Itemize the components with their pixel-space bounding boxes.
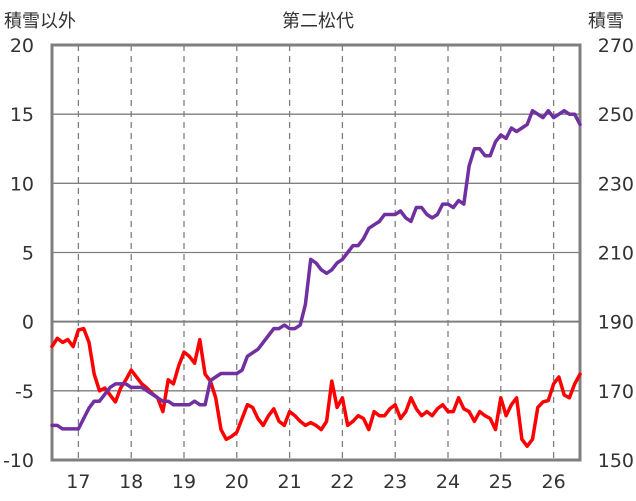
x-tick-label: 25 [489,471,513,493]
y-right-tick-label: 250 [598,104,634,126]
x-tick-label: 22 [330,471,354,493]
y-right-tick-label: 150 [598,450,634,472]
x-tick-label: 24 [436,471,460,493]
left-axis-label: 積雪以外 [4,11,76,32]
x-tick-label: 17 [66,471,90,493]
plot-frame [50,43,582,462]
x-tick-label: 20 [225,471,249,493]
right-axis-label: 積雪 [588,11,624,32]
x-tick-label: 23 [383,471,407,493]
series-line-snow-depth [50,108,582,431]
x-tick-label: 19 [172,471,196,493]
x-tick-label: 21 [278,471,302,493]
y-right-tick-label: 210 [598,243,634,265]
y-right-tick-label: 230 [598,173,634,195]
y-right-tick-label: 190 [598,312,634,334]
y-right-tick-label: 170 [598,381,634,403]
y-right-tick-label: 270 [598,35,634,57]
chart-title: 第二松代 [282,11,354,32]
series-line-other [50,326,582,448]
y-left-tick-label: -10 [3,450,34,472]
y-left-tick-label: 20 [10,35,34,57]
y-left-tick-label: 5 [22,243,34,265]
x-tick-label: 18 [119,471,143,493]
tick-layer: 17 18 19 20 21 22 23 24 25 26 20 15 10 5 0 -5 -10 270 250 2… [3,35,634,493]
y-left-tick-label: 10 [10,173,34,195]
y-left-tick-label: 0 [22,312,34,334]
y-left-tick-label: 15 [10,104,34,126]
x-tick-label: 26 [542,471,566,493]
series-layer [50,108,582,448]
grid-layer [52,45,580,460]
y-left-tick-label: -5 [15,381,34,403]
